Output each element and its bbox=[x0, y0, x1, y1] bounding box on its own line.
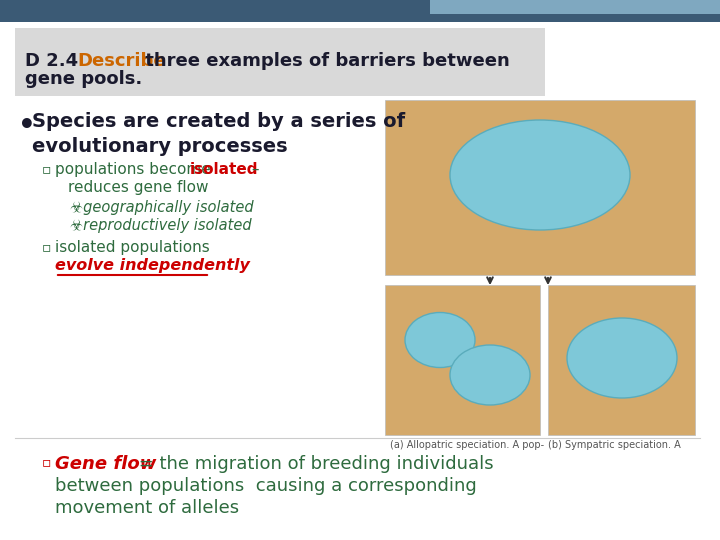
Text: movement of alleles: movement of alleles bbox=[55, 499, 239, 517]
Text: reduces gene flow: reduces gene flow bbox=[68, 180, 209, 195]
Ellipse shape bbox=[567, 318, 677, 398]
Text: = the migration of breeding individuals: = the migration of breeding individuals bbox=[133, 455, 494, 473]
FancyBboxPatch shape bbox=[15, 28, 545, 96]
Text: isolated: isolated bbox=[190, 162, 258, 177]
Text: D 2.4: D 2.4 bbox=[25, 52, 84, 70]
FancyBboxPatch shape bbox=[430, 0, 720, 14]
Ellipse shape bbox=[450, 345, 530, 405]
FancyBboxPatch shape bbox=[548, 285, 695, 435]
Text: gene pools.: gene pools. bbox=[25, 70, 143, 88]
Text: •: • bbox=[18, 112, 36, 140]
Text: ▫: ▫ bbox=[42, 240, 51, 254]
Text: –: – bbox=[247, 162, 259, 177]
Ellipse shape bbox=[450, 120, 630, 230]
Text: Species are created by a series of
evolutionary processes: Species are created by a series of evolu… bbox=[32, 112, 405, 156]
Text: ☣reproductively isolated: ☣reproductively isolated bbox=[70, 218, 251, 233]
Text: Describe: Describe bbox=[77, 52, 166, 70]
Text: ☣geographically isolated: ☣geographically isolated bbox=[70, 200, 253, 215]
Text: evolve independently: evolve independently bbox=[55, 258, 250, 273]
Text: isolated populations: isolated populations bbox=[55, 240, 210, 255]
Ellipse shape bbox=[405, 313, 475, 368]
Text: (b) Sympatric speciation. A: (b) Sympatric speciation. A bbox=[548, 440, 680, 450]
Text: between populations  causing a corresponding: between populations causing a correspond… bbox=[55, 477, 477, 495]
Text: Gene flow: Gene flow bbox=[55, 455, 156, 473]
Text: (a) Allopatric speciation. A pop-: (a) Allopatric speciation. A pop- bbox=[390, 440, 544, 450]
FancyBboxPatch shape bbox=[385, 100, 695, 275]
FancyBboxPatch shape bbox=[0, 0, 720, 22]
Text: populations become: populations become bbox=[55, 162, 215, 177]
FancyBboxPatch shape bbox=[385, 285, 540, 435]
Text: ▫: ▫ bbox=[42, 162, 51, 176]
Text: ▫: ▫ bbox=[42, 455, 51, 469]
Text: three examples of barriers between: three examples of barriers between bbox=[139, 52, 510, 70]
